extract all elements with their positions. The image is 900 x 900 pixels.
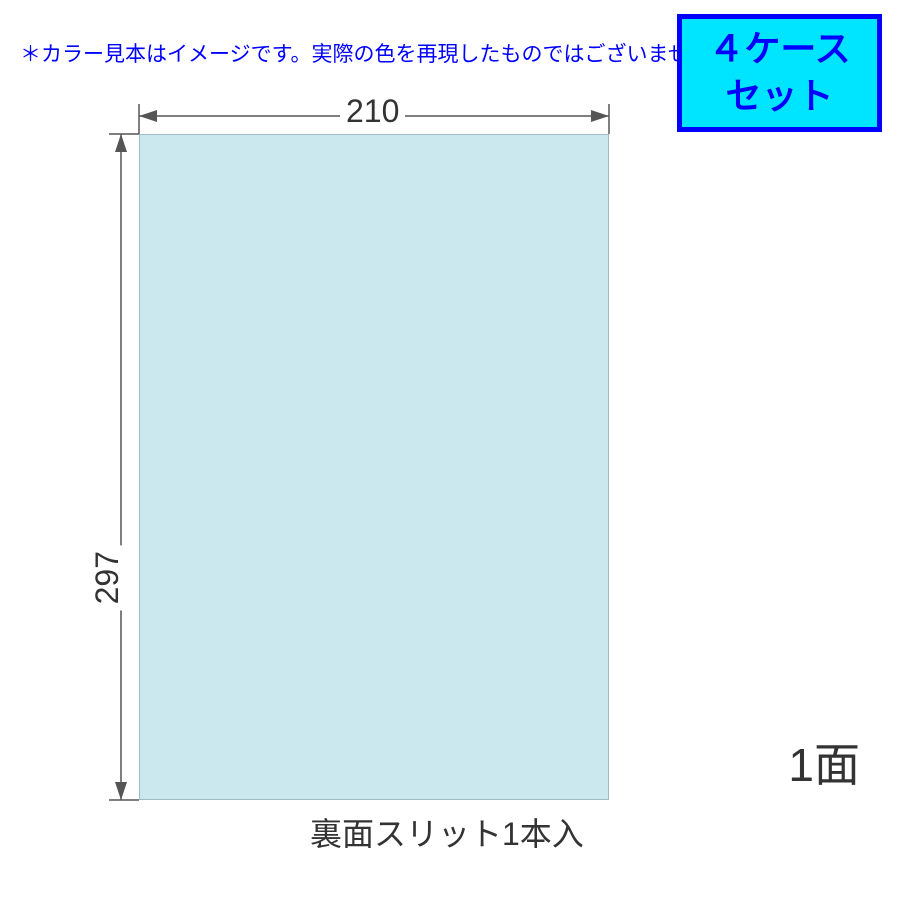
label-sheet-rect (139, 134, 609, 800)
badge-line2: セット (725, 73, 833, 120)
panel-count-label: 1面 (788, 729, 860, 795)
case-set-badge: ４ケース セット (677, 14, 882, 132)
width-dimension-label: 210 (340, 93, 405, 130)
slit-note-label: 裏面スリット1本入 (310, 809, 584, 855)
badge-line1: ４ケース (708, 26, 850, 73)
height-dimension-label: 297 (89, 545, 126, 610)
color-disclaimer: ＊カラー見本はイメージです。実際の色を再現したものではございません。 (20, 38, 731, 68)
dimension-diagram: 210 297 (75, 70, 660, 840)
